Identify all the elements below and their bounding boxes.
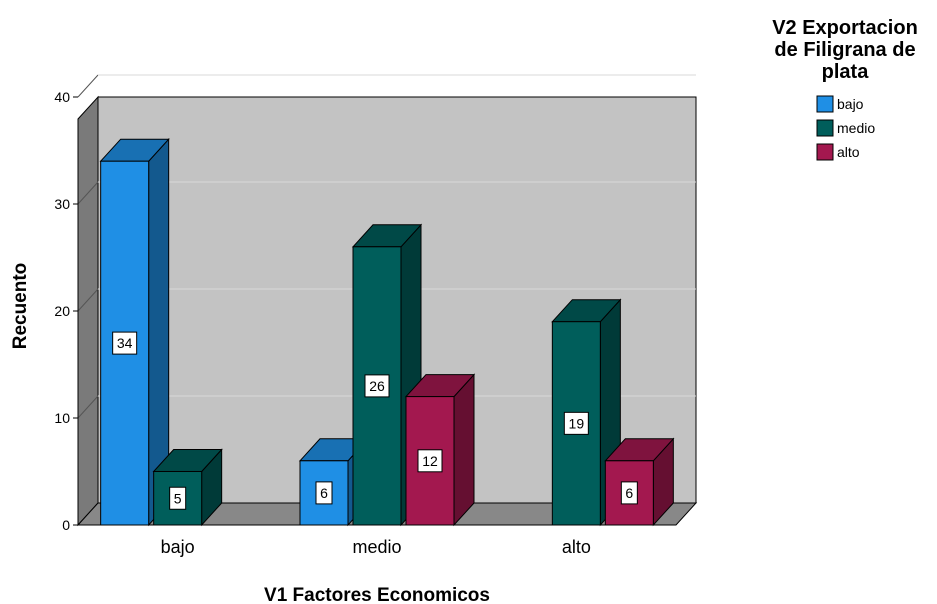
y-tick-label: 40 xyxy=(54,89,70,105)
data-label-alto-alto: 6 xyxy=(620,481,638,505)
svg-text:26: 26 xyxy=(369,378,385,394)
legend-item-alto: alto xyxy=(816,143,860,161)
gridline-side xyxy=(77,74,99,98)
legend-swatch xyxy=(816,95,834,113)
x-tick-label: bajo xyxy=(161,537,195,557)
bar-alto-alto xyxy=(604,437,675,527)
gridline-side xyxy=(77,288,99,312)
y-tick-label: 30 xyxy=(54,196,70,212)
y-tick-label: 20 xyxy=(54,303,70,319)
legend-item-medio: medio xyxy=(816,119,875,137)
x-axis-title: V1 Factores Economicos xyxy=(264,585,490,604)
svg-text:19: 19 xyxy=(569,415,585,431)
data-labels: 34 5 6 26 12 19 6 xyxy=(112,331,638,510)
gridline-side xyxy=(77,181,99,205)
gridline-side xyxy=(77,395,99,419)
svg-text:6: 6 xyxy=(625,485,633,501)
legend: V2 Exportacion de Filigrana de plata baj… xyxy=(772,17,918,161)
legend-swatch xyxy=(816,143,834,161)
svg-text:34: 34 xyxy=(117,335,133,351)
legend-label: medio xyxy=(837,120,875,136)
data-label-alto-medio: 19 xyxy=(563,411,589,435)
legend-item-bajo: bajo xyxy=(816,95,864,113)
x-tick-label: medio xyxy=(352,537,401,557)
data-label-medio-bajo: 6 xyxy=(315,481,333,505)
legend-title-line-3: plata xyxy=(822,61,870,83)
legend-title-line-2: de Filigrana de xyxy=(774,39,915,61)
y-tick-label: 0 xyxy=(62,517,70,533)
svg-text:12: 12 xyxy=(422,453,438,469)
x-tick-label: alto xyxy=(562,537,591,557)
y-tick-label: 10 xyxy=(54,410,70,426)
svg-text:6: 6 xyxy=(320,485,328,501)
legend-title-line-1: V2 Exportacion xyxy=(772,17,918,39)
bar-bajo-medio xyxy=(152,448,223,527)
y-axis-title: Recuento xyxy=(10,263,31,350)
legend-swatch xyxy=(816,119,834,137)
y-axis: 0 10 20 30 40 xyxy=(54,89,79,533)
legend-label: bajo xyxy=(837,96,864,112)
legend-label: alto xyxy=(837,144,860,160)
data-label-medio-medio: 26 xyxy=(364,374,390,398)
side-wall xyxy=(77,95,99,527)
data-label-bajo-bajo: 34 xyxy=(112,331,138,355)
svg-text:5: 5 xyxy=(174,490,182,506)
data-label-bajo-medio: 5 xyxy=(169,486,187,510)
x-axis: bajo medio alto xyxy=(161,537,591,557)
bar-medio-alto xyxy=(404,373,476,527)
data-label-medio-alto: 12 xyxy=(417,449,443,473)
